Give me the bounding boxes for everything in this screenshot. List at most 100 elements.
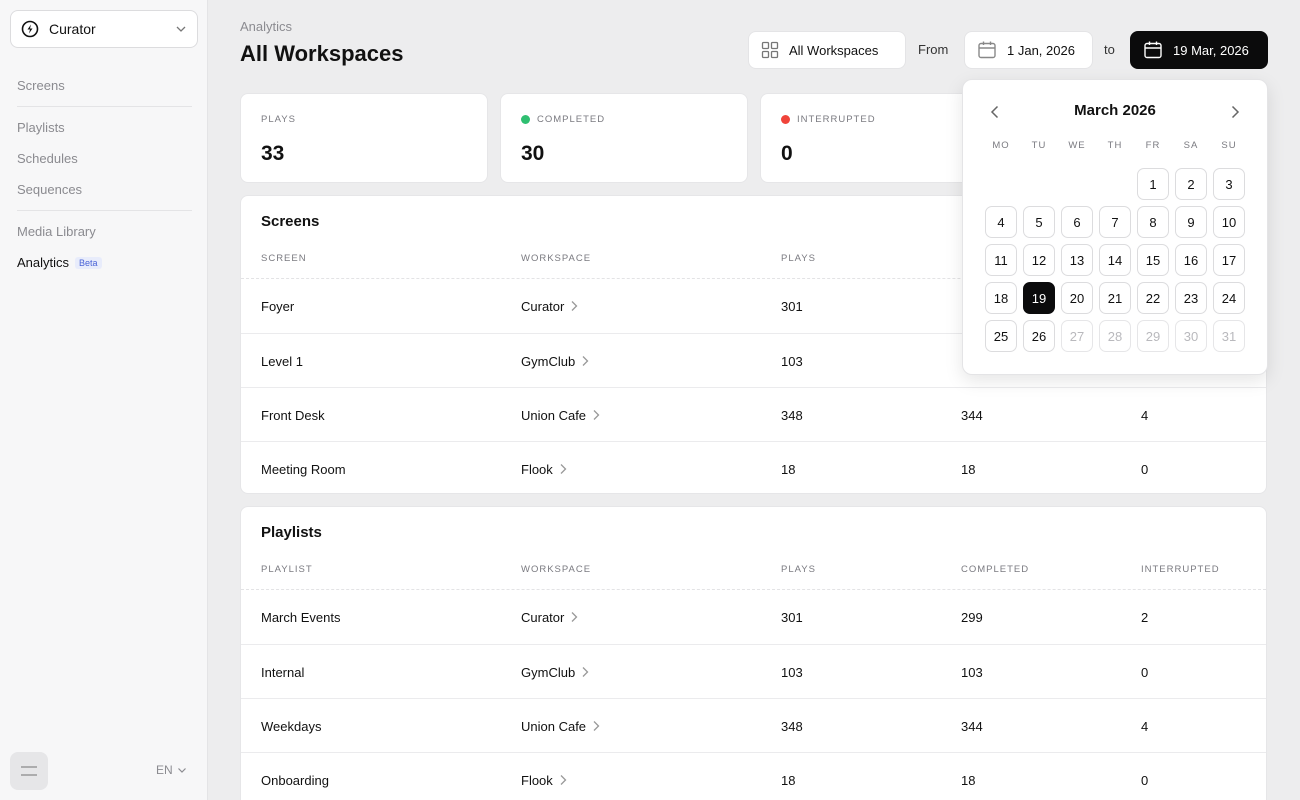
sidebar-item-label: Schedules xyxy=(17,151,78,166)
calendar-day[interactable]: 18 xyxy=(985,282,1017,314)
workspace-link-label: GymClub xyxy=(521,353,576,369)
stat-label-wrap: PLAYS xyxy=(261,114,296,125)
chevron-right-icon xyxy=(593,721,600,731)
weekday-label: TH xyxy=(1107,140,1123,151)
sidebar-item-analytics[interactable]: Analytics Beta xyxy=(17,247,192,278)
table-row[interactable]: Weekdays Union Cafe 348 344 4 xyxy=(241,698,1266,752)
workspace-filter-button[interactable]: All Workspaces xyxy=(748,31,906,69)
from-date-button[interactable]: 1 Jan, 2026 xyxy=(964,31,1093,69)
workspace-link[interactable]: GymClub xyxy=(521,354,589,369)
workspace-selector[interactable]: Curator xyxy=(10,10,198,48)
calendar-day[interactable]: 12 xyxy=(1023,244,1055,276)
stat-value: 30 xyxy=(521,142,545,165)
weekday-label: WE xyxy=(1068,140,1086,151)
sidebar-item-label: Sequences xyxy=(17,182,83,197)
calendar-day[interactable]: 8 xyxy=(1137,206,1169,238)
table-row[interactable]: Onboarding Flook 18 18 0 xyxy=(241,752,1266,800)
table-row[interactable]: Front Desk Union Cafe 348 344 4 xyxy=(241,387,1266,441)
chevron-right-icon xyxy=(1231,105,1240,119)
calendar-day[interactable]: 5 xyxy=(1023,206,1055,238)
to-date-button[interactable]: 19 Mar, 2026 xyxy=(1130,31,1268,69)
table-row[interactable]: Internal GymClub 103 103 0 xyxy=(241,644,1266,698)
table-row[interactable]: Level 1 GymClub 103 xyxy=(241,333,1266,387)
sidebar-item-media-library[interactable]: Media Library xyxy=(17,216,192,247)
sidebar-item-label: Screens xyxy=(17,78,65,93)
menu-button[interactable] xyxy=(10,752,48,790)
stat-card-completed: COMPLETED 30 xyxy=(500,93,748,183)
calendar-day[interactable]: 15 xyxy=(1137,244,1169,276)
calendar-day[interactable]: 1 xyxy=(1137,168,1169,200)
language-selector[interactable]: EN xyxy=(156,763,187,777)
calendar-day[interactable]: 10 xyxy=(1213,206,1245,238)
calendar-day[interactable]: 13 xyxy=(1061,244,1093,276)
plays-cell: 301 xyxy=(781,298,803,314)
workspace-link-label: GymClub xyxy=(521,664,576,680)
completed-cell: 18 xyxy=(961,772,976,788)
chevron-down-icon xyxy=(177,768,186,773)
chevron-right-icon xyxy=(582,356,589,366)
calendar-day[interactable]: 6 xyxy=(1061,206,1093,238)
calendar-day[interactable]: 26 xyxy=(1023,320,1055,352)
workspace-link[interactable]: Union Cafe xyxy=(521,408,600,423)
chevron-right-icon xyxy=(560,775,567,785)
plays-cell: 103 xyxy=(781,664,803,680)
calendar-day[interactable]: 21 xyxy=(1099,282,1131,314)
stat-label: COMPLETED xyxy=(537,114,606,125)
calendar-day[interactable]: 11 xyxy=(985,244,1017,276)
next-month-button[interactable] xyxy=(1225,102,1245,122)
workspace-link[interactable]: Flook xyxy=(521,462,567,477)
status-dot-green xyxy=(521,115,530,124)
calendar-day[interactable]: 25 xyxy=(985,320,1017,352)
workspace-link[interactable]: Curator xyxy=(521,299,578,314)
table-row[interactable]: March Events Curator 301 299 2 xyxy=(241,590,1266,644)
calendar-day[interactable]: 24 xyxy=(1213,282,1245,314)
calendar-day: 29 xyxy=(1137,320,1169,352)
to-date-value: 19 Mar, 2026 xyxy=(1173,42,1249,58)
calendar-day[interactable]: 19 xyxy=(1023,282,1055,314)
sidebar-item-sequences[interactable]: Sequences xyxy=(17,174,192,205)
completed-cell: 344 xyxy=(961,718,983,734)
name-cell: March Events xyxy=(261,609,341,625)
calendar-day[interactable]: 9 xyxy=(1175,206,1207,238)
calendar-day[interactable]: 17 xyxy=(1213,244,1245,276)
table-row[interactable]: Foyer Curator 301 xyxy=(241,279,1266,333)
calendar-day: 28 xyxy=(1099,320,1131,352)
interrupted-cell: 2 xyxy=(1141,609,1149,625)
hamburger-icon xyxy=(21,766,37,776)
weekday-label: FR xyxy=(1145,140,1161,151)
calendar-day[interactable]: 7 xyxy=(1099,206,1131,238)
chevron-right-icon xyxy=(571,612,578,622)
sidebar-item-playlists[interactable]: Playlists xyxy=(17,112,192,143)
workspace-link[interactable]: Curator xyxy=(521,610,578,625)
column-header: WORKSPACE xyxy=(521,564,592,575)
calendar-day: 31 xyxy=(1213,320,1245,352)
workspace-link[interactable]: Union Cafe xyxy=(521,719,600,734)
breadcrumb[interactable]: Analytics xyxy=(240,19,293,34)
sidebar-item-schedules[interactable]: Schedules xyxy=(17,143,192,174)
calendar-icon xyxy=(1144,41,1162,59)
workspace-filter-label: All Workspaces xyxy=(789,42,879,58)
sidebar-item-screens[interactable]: Screens xyxy=(17,70,192,101)
interrupted-cell: 0 xyxy=(1141,461,1149,477)
calendar-day[interactable]: 16 xyxy=(1175,244,1207,276)
calendar-day[interactable]: 2 xyxy=(1175,168,1207,200)
workspace-link[interactable]: Flook xyxy=(521,773,567,788)
calendar-day[interactable]: 14 xyxy=(1099,244,1131,276)
completed-cell: 299 xyxy=(961,609,983,625)
name-cell: Foyer xyxy=(261,298,295,314)
workspace-link-label: Union Cafe xyxy=(521,407,587,423)
calendar-day[interactable]: 3 xyxy=(1213,168,1245,200)
plays-cell: 301 xyxy=(781,609,803,625)
curator-logo-icon xyxy=(21,20,39,38)
calendar-day[interactable]: 22 xyxy=(1137,282,1169,314)
calendar-day[interactable]: 4 xyxy=(985,206,1017,238)
calendar-month-title: March 2026 xyxy=(1074,102,1156,119)
column-header: COMPLETED xyxy=(961,564,1030,575)
table-row[interactable]: Meeting Room Flook 18 18 0 xyxy=(241,441,1266,493)
calendar-day[interactable]: 23 xyxy=(1175,282,1207,314)
prev-month-button[interactable] xyxy=(985,102,1005,122)
plays-cell: 348 xyxy=(781,407,803,423)
calendar-day[interactable]: 20 xyxy=(1061,282,1093,314)
workspace-link[interactable]: GymClub xyxy=(521,665,589,680)
stat-label: INTERRUPTED xyxy=(797,114,876,125)
